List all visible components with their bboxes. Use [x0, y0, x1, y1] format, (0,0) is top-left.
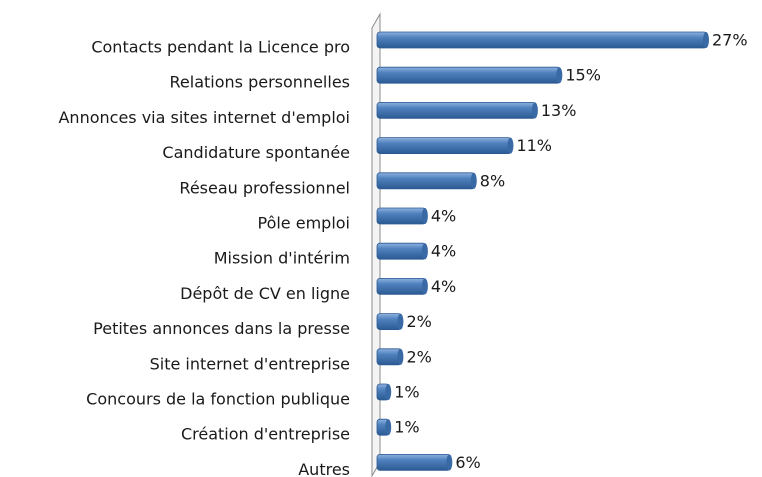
bar-cap [507, 137, 514, 154]
bar-cap [421, 208, 428, 224]
bar [376, 31, 708, 49]
category-label: Création d'entreprise [181, 425, 350, 444]
bar [376, 207, 427, 225]
category-label: Autres [298, 460, 350, 477]
category-label: Annonces via sites internet d'emploi [58, 108, 350, 127]
value-label: 13% [541, 101, 577, 120]
bar-cap [703, 32, 709, 48]
value-label: 15% [565, 66, 601, 85]
bar [376, 277, 427, 295]
bar-cap [385, 419, 392, 436]
value-label: 4% [431, 207, 456, 226]
bar-cap [470, 172, 477, 189]
value-label: 2% [406, 347, 431, 366]
bar-cap [421, 278, 428, 295]
value-label: 11% [516, 136, 552, 155]
value-label: 4% [431, 277, 456, 296]
bar [376, 172, 476, 190]
bar-cap [446, 454, 453, 471]
category-label: Mission d'intérim [214, 249, 350, 268]
bar-cap [397, 313, 404, 330]
category-label: Concours de la fonction publique [86, 390, 350, 409]
value-label: 8% [480, 171, 505, 190]
value-label: 4% [431, 242, 456, 261]
bar-cap [531, 102, 538, 119]
category-label: Site internet d'entreprise [150, 354, 350, 373]
category-label: Candidature spontanée [162, 143, 350, 162]
value-label: 1% [394, 383, 419, 402]
bar-cap [397, 348, 404, 365]
bar [376, 137, 512, 155]
category-label: Petites annonces dans la presse [93, 319, 350, 338]
bar [376, 453, 451, 471]
category-label: Contacts pendant la Licence pro [91, 38, 350, 57]
value-label: 1% [394, 418, 419, 437]
bar [376, 242, 427, 260]
value-label: 2% [406, 312, 431, 331]
bar [376, 102, 537, 119]
value-label: 6% [455, 453, 480, 472]
category-label: Pôle emploi [257, 214, 350, 233]
bar-cap [556, 67, 563, 84]
category-label: Relations personnelles [170, 73, 350, 92]
value-label: 27% [712, 31, 748, 50]
bar [376, 66, 561, 84]
bar-cap [421, 243, 428, 260]
category-label: Dépôt de CV en ligne [180, 284, 350, 303]
category-label: Réseau professionnel [179, 178, 350, 197]
bar-cap [385, 384, 392, 400]
